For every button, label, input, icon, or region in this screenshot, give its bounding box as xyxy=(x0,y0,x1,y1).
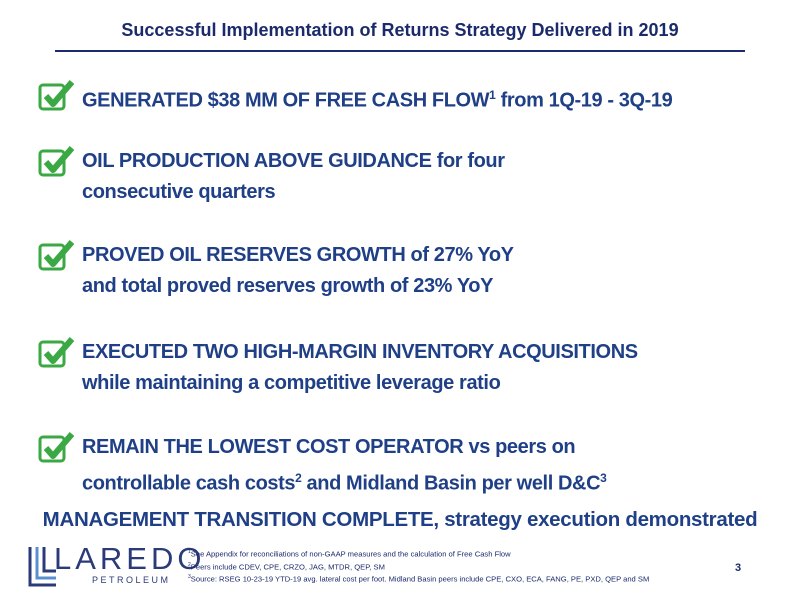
text-run: and total proved reserves growth of 23% … xyxy=(82,275,494,297)
check-icon xyxy=(38,240,75,271)
text-run: consecutive quarters xyxy=(82,181,276,203)
footnote: 1See Appendix for reconciliations of non… xyxy=(188,547,649,560)
bullet: PROVED OIL RESERVES GROWTH of 27% YoY and… xyxy=(82,240,514,302)
bullet-line: PROVED OIL RESERVES GROWTH of 27% YoY xyxy=(82,240,514,271)
footnote-marker: 2 xyxy=(188,561,191,568)
bullet-line: and total proved reserves growth of 23% … xyxy=(82,271,514,302)
footnote-text: Source: RSEG 10-23-19 YTD-19 avg. latera… xyxy=(190,574,650,584)
footnote: 3Source: RSEG 10-23-19 YTD-19 avg. later… xyxy=(188,572,649,585)
text-run: MANAGEMENT TRANSITION COMPLETE, xyxy=(42,508,439,531)
footnote: 2Peers include CDEV, CPE, CRZO, JAG, MTD… xyxy=(188,560,649,573)
text-run: and Midland Basin per well D&C xyxy=(301,472,601,495)
check-icon xyxy=(38,146,75,177)
text-run: strategy execution demonstrated xyxy=(438,508,758,531)
bullet-line: controllable cash costs2 and Midland Bas… xyxy=(82,463,607,500)
logo-sub: PETROLEUM xyxy=(92,575,171,585)
page-number: 3 xyxy=(735,562,742,574)
logo-mark xyxy=(28,547,56,587)
text-run: REMAIN THE LOWEST COST OPERATOR xyxy=(82,436,464,458)
bullet-line: while maintaining a competitive leverage… xyxy=(82,368,638,399)
superscript: 3 xyxy=(600,471,607,485)
footnote-marker: 1 xyxy=(188,549,191,555)
slide-title: Successful Implementation of Returns Str… xyxy=(121,20,679,40)
conclusion: MANAGEMENT TRANSITION COMPLETE, strategy… xyxy=(0,508,800,532)
bullet-line: consecutive quarters xyxy=(82,177,505,208)
text-run: vs peers on xyxy=(463,436,576,458)
bullet: REMAIN THE LOWEST COST OPERATOR vs peers… xyxy=(82,432,607,500)
text-run: while maintaining a competitive leverage… xyxy=(82,372,501,394)
bullet-line: EXECUTED TWO HIGH-MARGIN INVENTORY ACQUI… xyxy=(82,337,638,368)
superscript: 2 xyxy=(295,471,302,485)
text-run: controllable cash costs xyxy=(82,472,296,495)
text-run: EXECUTED TWO HIGH-MARGIN INVENTORY ACQUI… xyxy=(82,341,638,363)
bullet-line: REMAIN THE LOWEST COST OPERATOR vs peers… xyxy=(82,432,606,463)
footnote-marker: 3 xyxy=(188,574,191,581)
bullet: OIL PRODUCTION ABOVE GUIDANCE for four co… xyxy=(82,146,505,208)
bullet: EXECUTED TWO HIGH-MARGIN INVENTORY ACQUI… xyxy=(82,337,638,399)
footnote-text: Peers include CDEV, CPE, CRZO, JAG, MTDR… xyxy=(190,562,385,572)
text-run: GENERATED $38 MM OF FREE CASH FLOW xyxy=(82,89,490,112)
check-icon xyxy=(38,80,75,111)
title-rule xyxy=(55,50,745,52)
footnote-text: See Appendix for reconciliations of non-… xyxy=(190,549,511,559)
bullet: GENERATED $38 MM OF FREE CASH FLOW1 from… xyxy=(82,80,673,117)
bullet-line: GENERATED $38 MM OF FREE CASH FLOW1 from… xyxy=(82,80,673,117)
footnotes: 1See Appendix for reconciliations of non… xyxy=(188,547,649,585)
logo-name: LAREDO xyxy=(54,541,206,576)
check-icon xyxy=(38,432,75,463)
text-run: OIL PRODUCTION ABOVE GUIDANCE xyxy=(82,150,432,172)
text-run: of 27% YoY xyxy=(405,244,514,266)
text-run: for four xyxy=(431,150,505,172)
bullet-line: OIL PRODUCTION ABOVE GUIDANCE for four xyxy=(82,146,505,177)
superscript: 1 xyxy=(489,88,496,102)
text-run: from 1Q-19 - 3Q-19 xyxy=(495,89,673,112)
check-icon xyxy=(38,337,75,368)
text-run: PROVED OIL RESERVES GROWTH xyxy=(82,244,406,266)
